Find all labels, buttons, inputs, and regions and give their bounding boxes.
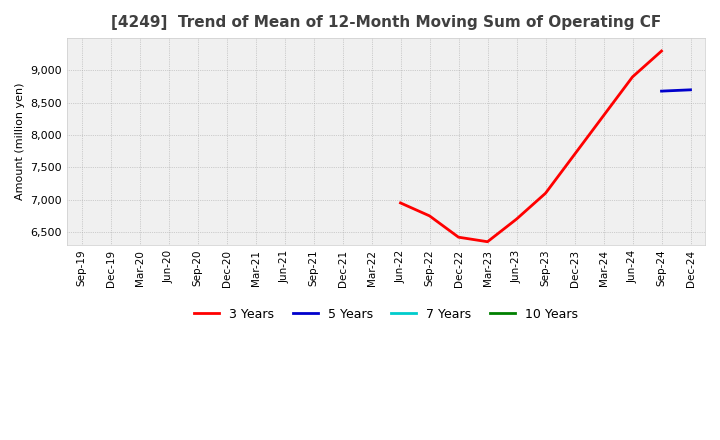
Y-axis label: Amount (million yen): Amount (million yen)	[15, 83, 25, 200]
Title: [4249]  Trend of Mean of 12-Month Moving Sum of Operating CF: [4249] Trend of Mean of 12-Month Moving …	[111, 15, 661, 30]
Legend: 3 Years, 5 Years, 7 Years, 10 Years: 3 Years, 5 Years, 7 Years, 10 Years	[189, 303, 583, 326]
